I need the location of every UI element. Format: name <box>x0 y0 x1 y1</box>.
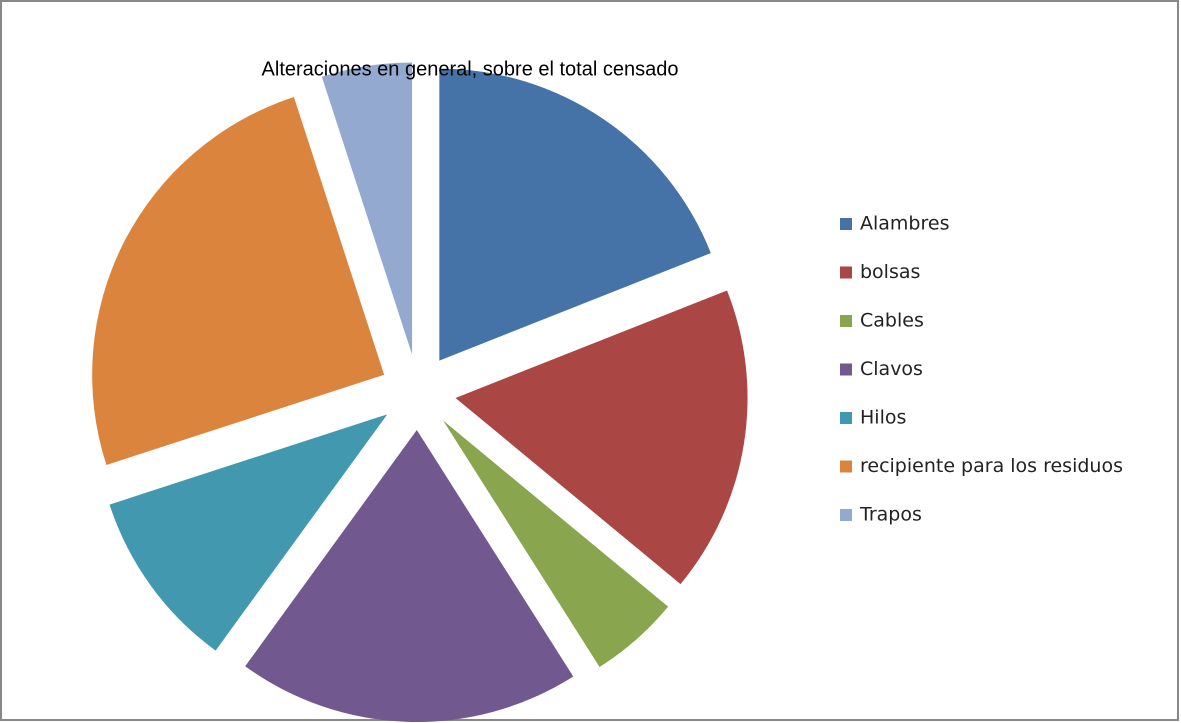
legend-swatch <box>840 412 852 424</box>
pie-slice <box>109 414 388 651</box>
legend-swatch <box>840 315 852 327</box>
legend-label: Alambres <box>860 213 949 235</box>
legend-label: Clavos <box>860 358 923 380</box>
legend-swatch <box>840 218 852 230</box>
pie-slice <box>443 420 669 668</box>
pie <box>92 62 748 722</box>
pie-slice <box>455 290 748 585</box>
pie-slice <box>321 62 413 355</box>
legend-swatch <box>840 266 852 279</box>
legend-swatch <box>840 509 852 521</box>
legend-label: recipiente para los residuos <box>860 455 1123 477</box>
legend-label: Hilos <box>860 407 906 429</box>
pie-slice <box>92 97 385 465</box>
pie-slice <box>245 429 574 722</box>
chart-title: Alteraciones en general, sobre el total … <box>262 58 679 80</box>
legend-label: bolsas <box>860 261 920 283</box>
legend-swatch <box>840 460 852 473</box>
pie-slice <box>439 68 711 361</box>
legend-swatch <box>840 363 852 376</box>
legend-label: Cables <box>860 310 924 332</box>
legend: Alambres bolsas Cables Clavos Hilos recipient… <box>840 213 1123 526</box>
legend-label: Trapos <box>859 504 922 526</box>
